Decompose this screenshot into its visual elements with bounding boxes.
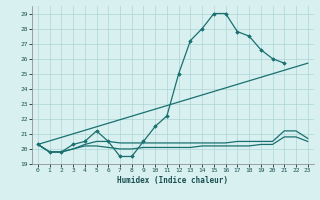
X-axis label: Humidex (Indice chaleur): Humidex (Indice chaleur): [117, 176, 228, 185]
